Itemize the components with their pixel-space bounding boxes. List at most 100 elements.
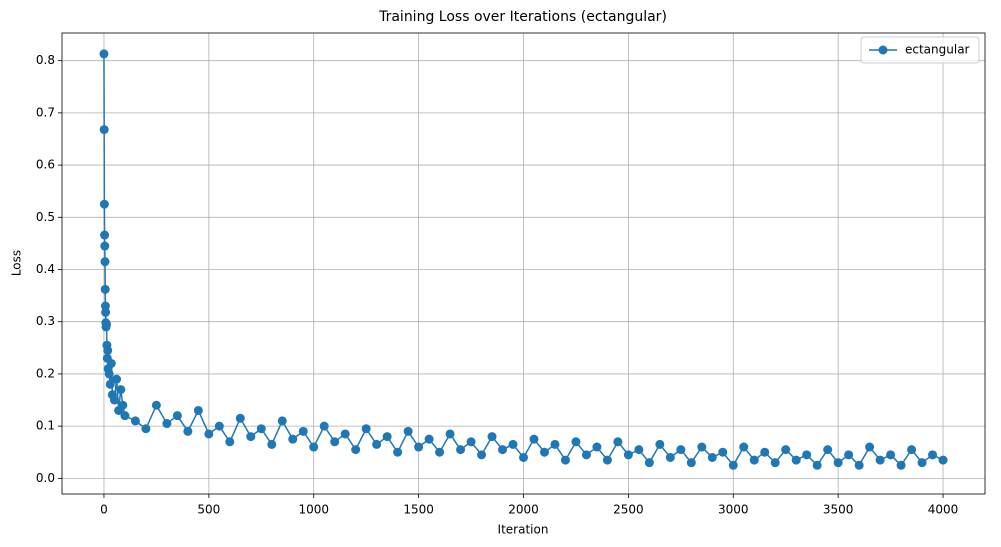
point (739, 442, 749, 452)
point (382, 432, 392, 442)
point (907, 445, 917, 455)
point (435, 447, 445, 457)
point (886, 450, 896, 460)
y-tick-label: 0.2 (36, 366, 55, 380)
point (760, 447, 770, 457)
point (340, 429, 350, 439)
point (393, 447, 403, 457)
point (141, 424, 151, 434)
point (896, 460, 906, 470)
point (172, 411, 182, 421)
plot-frame (61, 32, 986, 495)
y-tick-label: 0.6 (36, 158, 55, 172)
point (686, 458, 696, 468)
point (101, 319, 111, 329)
point (592, 442, 602, 452)
point (854, 460, 864, 470)
x-tick-label: 3000 (718, 503, 749, 517)
point (508, 439, 518, 449)
point (309, 442, 319, 452)
point (928, 450, 938, 460)
point (246, 432, 256, 442)
point (112, 374, 122, 384)
point (917, 458, 927, 468)
point (529, 434, 539, 444)
x-tick-label: 3500 (823, 503, 854, 517)
point (623, 450, 633, 460)
point (225, 437, 235, 447)
point (214, 421, 224, 431)
point (770, 458, 780, 468)
point (466, 437, 476, 447)
point (938, 455, 948, 465)
point (100, 284, 110, 294)
x-tick-label: 0 (100, 503, 108, 517)
point (707, 452, 717, 462)
point (101, 307, 111, 317)
point (330, 437, 340, 447)
point (539, 447, 549, 457)
point (844, 450, 854, 460)
chart-title: Training Loss over Iterations (ectangula… (378, 9, 667, 25)
point (728, 460, 738, 470)
point (100, 257, 110, 267)
point (477, 450, 487, 460)
point (718, 447, 728, 457)
point (204, 429, 214, 439)
point (319, 421, 329, 431)
point (235, 413, 245, 423)
point (665, 452, 675, 462)
point (655, 439, 665, 449)
point (812, 460, 822, 470)
point (288, 434, 298, 444)
point (193, 405, 203, 415)
point (100, 230, 110, 240)
legend: ectangular (860, 36, 980, 64)
y-axis-label: Loss (10, 250, 24, 276)
y-tick-label: 0.1 (36, 419, 55, 433)
point (781, 445, 791, 455)
legend-marker (878, 45, 888, 55)
point (99, 125, 109, 135)
point (697, 442, 707, 452)
point (104, 369, 114, 379)
point (634, 445, 644, 455)
y-tick-label: 0.0 (36, 471, 55, 485)
y-tick-label: 0.8 (36, 53, 55, 67)
point (560, 455, 570, 465)
point (676, 445, 686, 455)
point (445, 429, 455, 439)
x-tick-label: 1000 (298, 503, 329, 517)
point (298, 426, 308, 436)
point (875, 455, 885, 465)
legend-label: ectangular (905, 43, 970, 57)
x-tick-label: 2500 (613, 503, 644, 517)
point (256, 424, 266, 434)
point (487, 432, 497, 442)
point (550, 439, 560, 449)
point (602, 455, 612, 465)
point (103, 345, 113, 355)
point (424, 434, 434, 444)
point (823, 445, 833, 455)
point (106, 358, 116, 368)
point (120, 411, 130, 421)
point (267, 439, 277, 449)
point (749, 455, 759, 465)
point (100, 241, 110, 251)
point (372, 439, 382, 449)
point (865, 442, 875, 452)
y-tick-label: 0.3 (36, 314, 55, 328)
point (351, 445, 361, 455)
x-axis-label: Iteration (498, 523, 549, 537)
point (361, 424, 371, 434)
legend-box (860, 36, 980, 64)
x-tick-label: 1500 (403, 503, 434, 517)
point (414, 442, 424, 452)
point (833, 458, 843, 468)
point (99, 49, 109, 59)
y-tick-label: 0.4 (36, 262, 55, 276)
point (498, 445, 508, 455)
point (151, 400, 161, 410)
